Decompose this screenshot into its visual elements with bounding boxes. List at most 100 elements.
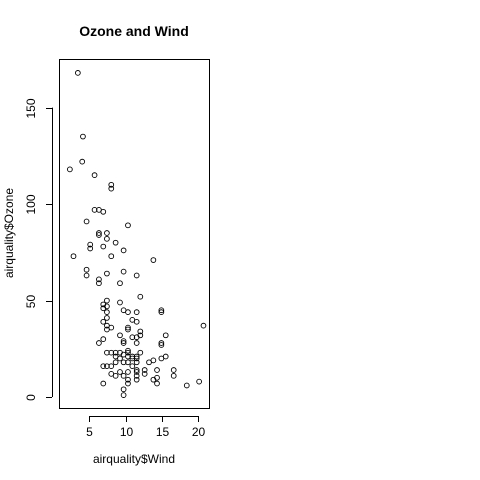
data-point: [158, 309, 165, 315]
data-point: [133, 353, 140, 360]
data-point: [125, 309, 131, 315]
data-point: [112, 359, 119, 366]
data-point: [70, 253, 77, 260]
data-point: [125, 380, 131, 387]
data-point: [141, 371, 148, 377]
data-point: [133, 359, 140, 366]
data-points: [67, 70, 207, 398]
data-point: [158, 307, 165, 314]
data-point: [96, 230, 102, 236]
data-point: [200, 322, 207, 329]
data-point: [137, 293, 144, 300]
data-point: [108, 363, 115, 370]
data-point: [133, 369, 140, 375]
data-point: [125, 349, 131, 356]
data-point: [120, 386, 127, 393]
data-point: [133, 340, 140, 346]
data-point: [104, 270, 110, 277]
data-point: [133, 318, 140, 325]
data-point: [133, 376, 140, 383]
x-tick-label: 20: [192, 425, 206, 439]
data-point: [141, 367, 148, 373]
data-point: [80, 133, 86, 140]
data-point: [133, 355, 140, 362]
data-point: [154, 380, 160, 387]
data-point: [104, 297, 110, 304]
data-point: [154, 374, 160, 381]
data-point: [120, 372, 127, 379]
data-point: [120, 247, 127, 254]
data-point: [137, 328, 144, 335]
data-point: [83, 218, 90, 225]
data-point: [154, 367, 160, 373]
y-axis-label: airquality$Ozone: [2, 188, 16, 278]
x-tick-label: 10: [120, 425, 134, 439]
data-point: [125, 222, 131, 229]
plot-area-box: [59, 59, 210, 409]
data-point: [158, 340, 165, 346]
data-point: [100, 243, 107, 250]
y-tick-label: 0: [24, 394, 38, 401]
data-point: [100, 336, 107, 343]
data-point: [117, 280, 123, 287]
data-point: [129, 363, 136, 370]
data-point: [125, 376, 131, 383]
data-point: [125, 347, 131, 354]
data-point: [104, 235, 110, 242]
data-point: [150, 257, 157, 263]
x-axis-label: airquality$Wind: [93, 452, 175, 466]
data-point: [87, 241, 94, 248]
data-point: [133, 372, 140, 379]
data-point: [112, 372, 119, 379]
data-point: [196, 378, 202, 385]
data-point: [112, 239, 119, 246]
data-point: [100, 363, 107, 370]
y-tick-label: 50: [24, 295, 38, 309]
data-point: [120, 268, 127, 275]
data-point: [162, 332, 169, 339]
data-point: [96, 232, 102, 238]
data-point: [133, 367, 140, 373]
data-point: [104, 230, 110, 236]
data-point: [104, 315, 110, 321]
y-axis: 0 50 100 150: [24, 98, 53, 401]
data-point: [100, 380, 107, 387]
data-point: [108, 324, 115, 331]
data-point: [133, 309, 140, 315]
x-tick-label: 5: [86, 425, 93, 439]
data-point: [75, 70, 81, 76]
data-point: [137, 349, 144, 356]
data-point: [108, 253, 115, 260]
data-point: [83, 266, 90, 273]
data-point: [125, 359, 131, 366]
data-point: [183, 382, 190, 389]
data-point: [125, 326, 131, 333]
data-point: [133, 272, 140, 279]
data-point: [96, 280, 102, 287]
data-point: [120, 338, 127, 344]
data-point: [87, 245, 94, 252]
data-point: [162, 353, 169, 360]
data-point: [137, 332, 144, 339]
data-point: [108, 185, 115, 192]
y-tick-label: 100: [24, 194, 38, 214]
data-point: [108, 181, 115, 188]
data-point: [125, 324, 131, 331]
data-point: [158, 342, 165, 348]
data-point: [150, 357, 157, 364]
data-point: [96, 276, 102, 283]
data-point: [83, 272, 90, 279]
data-point: [120, 392, 127, 398]
chart-title: Ozone and Wind: [79, 23, 189, 39]
data-point: [170, 372, 177, 379]
data-point: [117, 299, 123, 306]
data-point: [117, 332, 123, 339]
y-tick-label: 150: [24, 98, 38, 118]
data-point: [67, 166, 73, 173]
data-point: [117, 355, 123, 362]
data-point: [104, 303, 110, 310]
data-point: [104, 309, 110, 315]
x-tick-label: 15: [156, 425, 170, 439]
x-axis: 5 10 15 20: [86, 416, 205, 439]
